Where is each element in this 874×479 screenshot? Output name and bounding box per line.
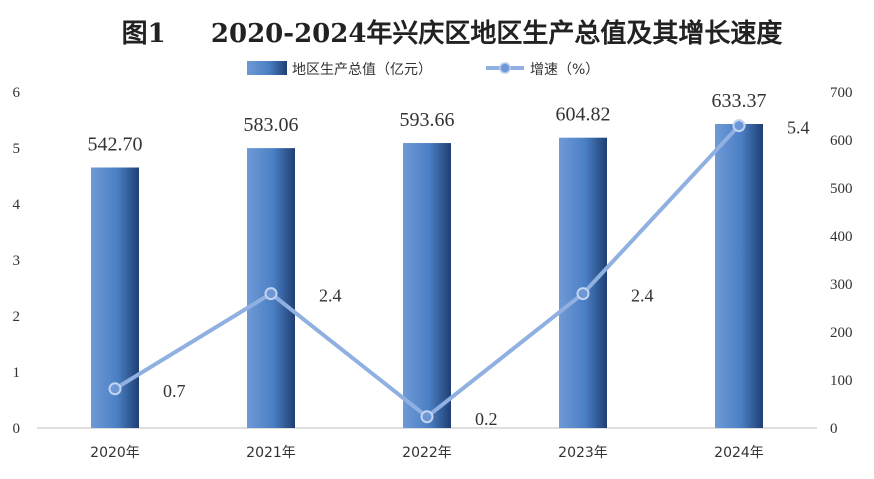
legend-line-marker — [499, 62, 511, 74]
right-axis: 0 100 200 300 400 500 600 700 — [830, 85, 853, 437]
line-point — [420, 410, 434, 424]
left-axis-tick-label: 6 — [13, 85, 21, 101]
legend-bar-swatch — [247, 61, 287, 75]
x-axis-tick-label: 2021年 — [246, 445, 296, 461]
right-axis-tick-label: 400 — [830, 229, 853, 245]
line-point — [264, 287, 278, 301]
line-data-label: 0.7 — [163, 381, 186, 401]
left-axis-tick-label: 1 — [13, 365, 21, 381]
legend-bar-label: 地区生产总值（亿元） — [292, 62, 432, 78]
bar — [403, 143, 451, 428]
legend: 地区生产总值（亿元） 增速（%） — [247, 61, 599, 78]
line-data-label: 5.4 — [787, 118, 810, 138]
line-point — [732, 119, 746, 133]
x-axis-tick-label: 2024年 — [714, 445, 764, 461]
bar-data-label: 583.06 — [244, 114, 299, 136]
line-point — [576, 287, 590, 301]
left-axis: 0 1 2 3 4 5 6 — [13, 85, 21, 437]
left-axis-tick-label: 0 — [13, 421, 21, 437]
bar-data-label: 593.66 — [400, 109, 455, 131]
line-series: 0.7 2.4 0.2 2.4 5.4 — [108, 118, 810, 429]
bar-data-label: 633.37 — [712, 90, 767, 112]
bar-data-label: 604.82 — [556, 104, 611, 126]
right-axis-tick-label: 100 — [830, 373, 853, 389]
right-axis-tick-label: 300 — [830, 277, 853, 293]
x-axis-tick-label: 2022年 — [402, 445, 452, 461]
left-axis-tick-label: 4 — [13, 197, 21, 213]
chart-title: 图1 2020-2024年兴庆区地区生产总值及其增长速度 — [122, 18, 783, 49]
bar-series: 542.70 583.06 593.66 604.82 633.37 — [88, 90, 767, 429]
bar-data-label: 542.70 — [88, 134, 143, 156]
x-axis-tick-label: 2023年 — [558, 445, 608, 461]
line-data-label: 2.4 — [631, 286, 654, 306]
line-data-label: 2.4 — [319, 286, 342, 306]
right-axis-tick-label: 700 — [830, 85, 853, 101]
line-data-label: 0.2 — [475, 409, 498, 429]
right-axis-tick-label: 500 — [830, 181, 853, 197]
legend-line-label: 增速（%） — [530, 62, 599, 78]
left-axis-tick-label: 3 — [13, 253, 21, 269]
x-axis-tick-label: 2020年 — [90, 445, 140, 461]
right-axis-tick-label: 0 — [830, 421, 838, 437]
right-axis-tick-label: 200 — [830, 325, 853, 341]
bar — [559, 137, 607, 428]
left-axis-tick-label: 5 — [13, 141, 21, 157]
right-axis-tick-label: 600 — [830, 133, 853, 149]
bar — [715, 123, 763, 429]
left-axis-tick-label: 2 — [13, 309, 21, 325]
line-point — [108, 382, 122, 396]
x-axis: 2020年 2021年 2022年 2023年 2024年 — [90, 445, 764, 461]
